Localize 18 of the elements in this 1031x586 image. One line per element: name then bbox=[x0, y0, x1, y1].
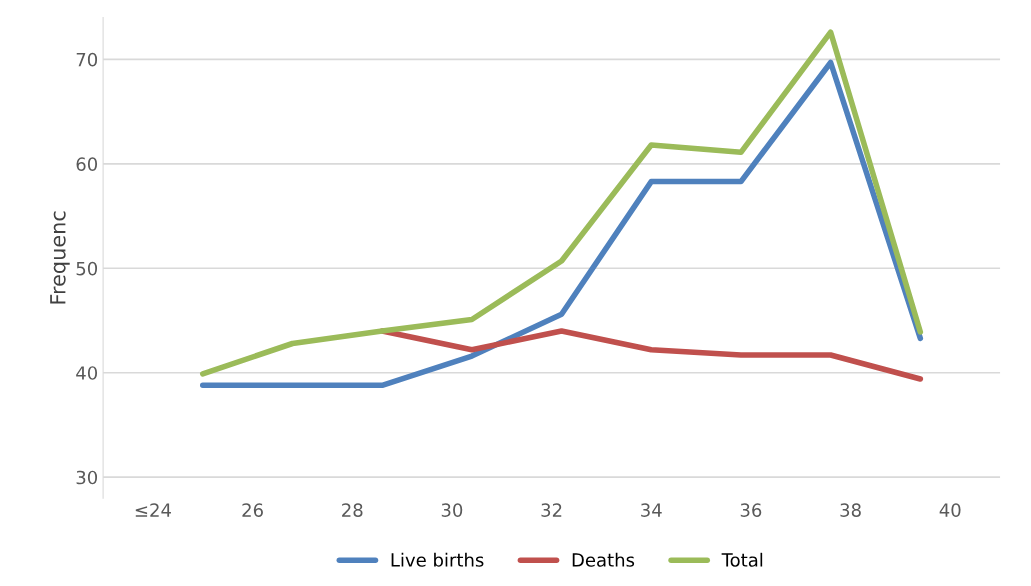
x-tick-label: 36 bbox=[740, 503, 762, 517]
legend-label: Total bbox=[721, 552, 763, 567]
y-tick-label: 50 bbox=[76, 261, 98, 276]
y-tick-label: 60 bbox=[76, 157, 98, 171]
x-tick-label: 34 bbox=[641, 503, 662, 517]
x-tick-label: 28 bbox=[342, 503, 363, 517]
y-tick-label: 30 bbox=[76, 470, 98, 485]
y-tick-label: 70 bbox=[76, 52, 98, 67]
y-axis-title: Frequenc bbox=[50, 211, 70, 304]
x-tick-label: 38 bbox=[840, 503, 861, 517]
legend-label: Deaths bbox=[572, 552, 635, 567]
x-tick-label: 26 bbox=[242, 503, 263, 517]
x-tick-label: 32 bbox=[541, 503, 562, 517]
legend-label: Live births bbox=[391, 552, 484, 567]
x-tick-label: 30 bbox=[441, 503, 463, 517]
y-tick-label: 40 bbox=[76, 366, 98, 380]
x-tick-label: 40 bbox=[939, 503, 961, 517]
x-tick-label: ≤24 bbox=[135, 503, 171, 517]
